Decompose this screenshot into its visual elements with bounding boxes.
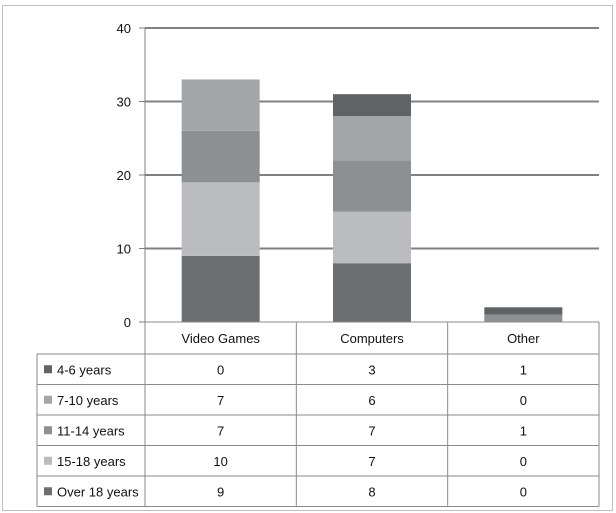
category-label: Other xyxy=(507,331,540,346)
series-label: 15-18 years xyxy=(57,454,126,469)
legend-key xyxy=(44,426,52,435)
bar-segment xyxy=(181,130,260,183)
table-cell-value: 7 xyxy=(217,393,224,408)
bar-segment xyxy=(181,255,260,322)
bar-segment xyxy=(181,79,260,131)
table-cell-value: 0 xyxy=(217,362,224,377)
table-cell-value: 6 xyxy=(368,393,375,408)
table-cell-value: 8 xyxy=(368,484,375,499)
series-label: 4-6 years xyxy=(57,362,112,377)
bar-segment xyxy=(333,116,411,161)
table-cell-value: 7 xyxy=(217,423,224,438)
bar-segment xyxy=(484,307,563,315)
legend-key xyxy=(44,395,52,404)
series-label: 7-10 years xyxy=(57,393,119,408)
table-cell-value: 0 xyxy=(520,484,527,499)
table-cell-value: 1 xyxy=(520,423,527,438)
legend-key xyxy=(44,456,52,465)
chart-frame: 0 10 20 30 40 Video Games Computers Other 4-6 y… xyxy=(2,5,613,511)
y-tick-label: 30 xyxy=(117,95,131,110)
category-label: Video Games xyxy=(181,331,260,346)
table-cell-value: 0 xyxy=(520,454,527,469)
bar-segment xyxy=(333,94,411,117)
bar-segment xyxy=(181,182,260,256)
bar-segment xyxy=(333,160,411,212)
table-cell-value: 7 xyxy=(368,454,375,469)
table-cell-value: 10 xyxy=(213,454,227,469)
y-tick-label: 10 xyxy=(117,242,131,257)
bar-segment xyxy=(333,211,411,264)
legend-key xyxy=(44,487,52,496)
table-cell-value: 0 xyxy=(520,393,527,408)
category-label: Computers xyxy=(340,331,404,346)
y-tick-label: 20 xyxy=(117,168,131,183)
bar-segment xyxy=(333,263,411,322)
table-cell-value: 1 xyxy=(520,362,527,377)
y-tick-label: 0 xyxy=(124,315,131,330)
table-cell-value: 9 xyxy=(217,484,224,499)
bar-segment xyxy=(484,314,563,322)
series-label: 11-14 years xyxy=(57,423,125,438)
legend-key xyxy=(44,365,52,374)
series-label: Over 18 years xyxy=(57,484,139,499)
y-tick-label: 40 xyxy=(117,21,131,36)
table-cell-value: 7 xyxy=(368,423,375,438)
table-cell-value: 3 xyxy=(368,362,375,377)
